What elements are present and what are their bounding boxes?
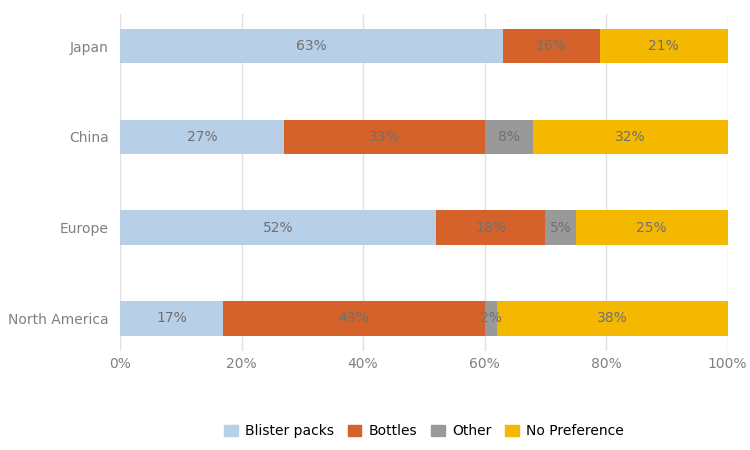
Text: 18%: 18%: [476, 220, 506, 234]
Text: 52%: 52%: [262, 220, 293, 234]
Text: 5%: 5%: [550, 220, 572, 234]
Text: 33%: 33%: [369, 130, 400, 144]
Bar: [120, 120, 284, 154]
Text: 2%: 2%: [480, 311, 502, 325]
Text: 32%: 32%: [615, 130, 646, 144]
Legend: Blister packs, Bottles, Other, No Preference: Blister packs, Bottles, Other, No Prefer…: [218, 418, 629, 444]
Bar: [545, 211, 576, 245]
Bar: [484, 120, 533, 154]
Bar: [496, 301, 728, 336]
Text: 8%: 8%: [498, 130, 520, 144]
Bar: [600, 29, 728, 63]
Bar: [436, 211, 545, 245]
Bar: [120, 301, 224, 336]
Text: 63%: 63%: [296, 39, 327, 53]
Bar: [503, 29, 600, 63]
Text: 38%: 38%: [597, 311, 628, 325]
Text: 27%: 27%: [187, 130, 218, 144]
Bar: [484, 301, 496, 336]
Bar: [533, 120, 728, 154]
Bar: [120, 29, 502, 63]
Bar: [576, 211, 728, 245]
Bar: [120, 211, 436, 245]
Bar: [284, 120, 484, 154]
Text: 21%: 21%: [648, 39, 679, 53]
Text: 25%: 25%: [636, 220, 667, 234]
Bar: [224, 301, 484, 336]
Text: 16%: 16%: [536, 39, 567, 53]
Text: 17%: 17%: [156, 311, 187, 325]
Text: 43%: 43%: [338, 311, 369, 325]
